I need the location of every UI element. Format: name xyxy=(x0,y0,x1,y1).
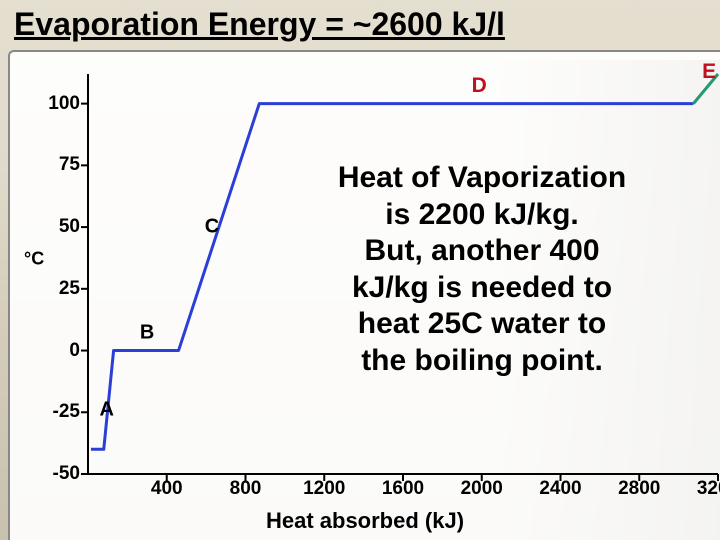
x-tick-label: 1200 xyxy=(299,478,349,500)
segment-label-A: A xyxy=(99,398,113,421)
segment-label-C: C xyxy=(205,216,219,239)
overlay-text: Heat of Vaporizationis 2200 kJ/kg.But, a… xyxy=(257,160,707,380)
y-tick-label: 25 xyxy=(30,278,80,300)
slide-title: Evaporation Energy = ~2600 kJ/l xyxy=(14,6,706,43)
chart-panel: -50 -25 0 25 50 75 100 400 800 1200 1600 2000 2400 2… xyxy=(8,50,720,540)
y-tick-label: 75 xyxy=(30,154,80,176)
x-axis-title: Heat absorbed (kJ) xyxy=(10,508,720,534)
y-tick-label: 0 xyxy=(30,340,80,362)
x-tick-label: 2000 xyxy=(457,478,507,500)
x-tick-label: 2800 xyxy=(614,478,664,500)
x-tick-label: 3200 xyxy=(693,478,720,500)
y-axis-unit: °C xyxy=(24,249,44,270)
overlay-line: kJ/kg is needed to xyxy=(257,270,707,307)
overlay-line: the boiling point. xyxy=(257,343,707,380)
overlay-line: But, another 400 xyxy=(257,233,707,270)
segment-label-B: B xyxy=(140,322,154,345)
overlay-line: is 2200 kJ/kg. xyxy=(257,197,707,234)
x-tick-label: 800 xyxy=(221,478,271,500)
segment-label-E: E xyxy=(702,60,716,84)
y-tick-label: 100 xyxy=(30,93,80,115)
segment-label-D: D xyxy=(472,74,487,98)
x-tick-label: 1600 xyxy=(378,478,428,500)
y-tick-label: -25 xyxy=(30,401,80,423)
x-tick-label: 400 xyxy=(142,478,192,500)
y-tick-label: -50 xyxy=(30,463,80,485)
y-tick-label: 50 xyxy=(30,216,80,238)
overlay-line: heat 25C water to xyxy=(257,306,707,343)
slide: Evaporation Energy = ~2600 kJ/l -50 -25 0 2… xyxy=(0,0,720,540)
x-tick-label: 2400 xyxy=(536,478,586,500)
overlay-line: Heat of Vaporization xyxy=(257,160,707,197)
